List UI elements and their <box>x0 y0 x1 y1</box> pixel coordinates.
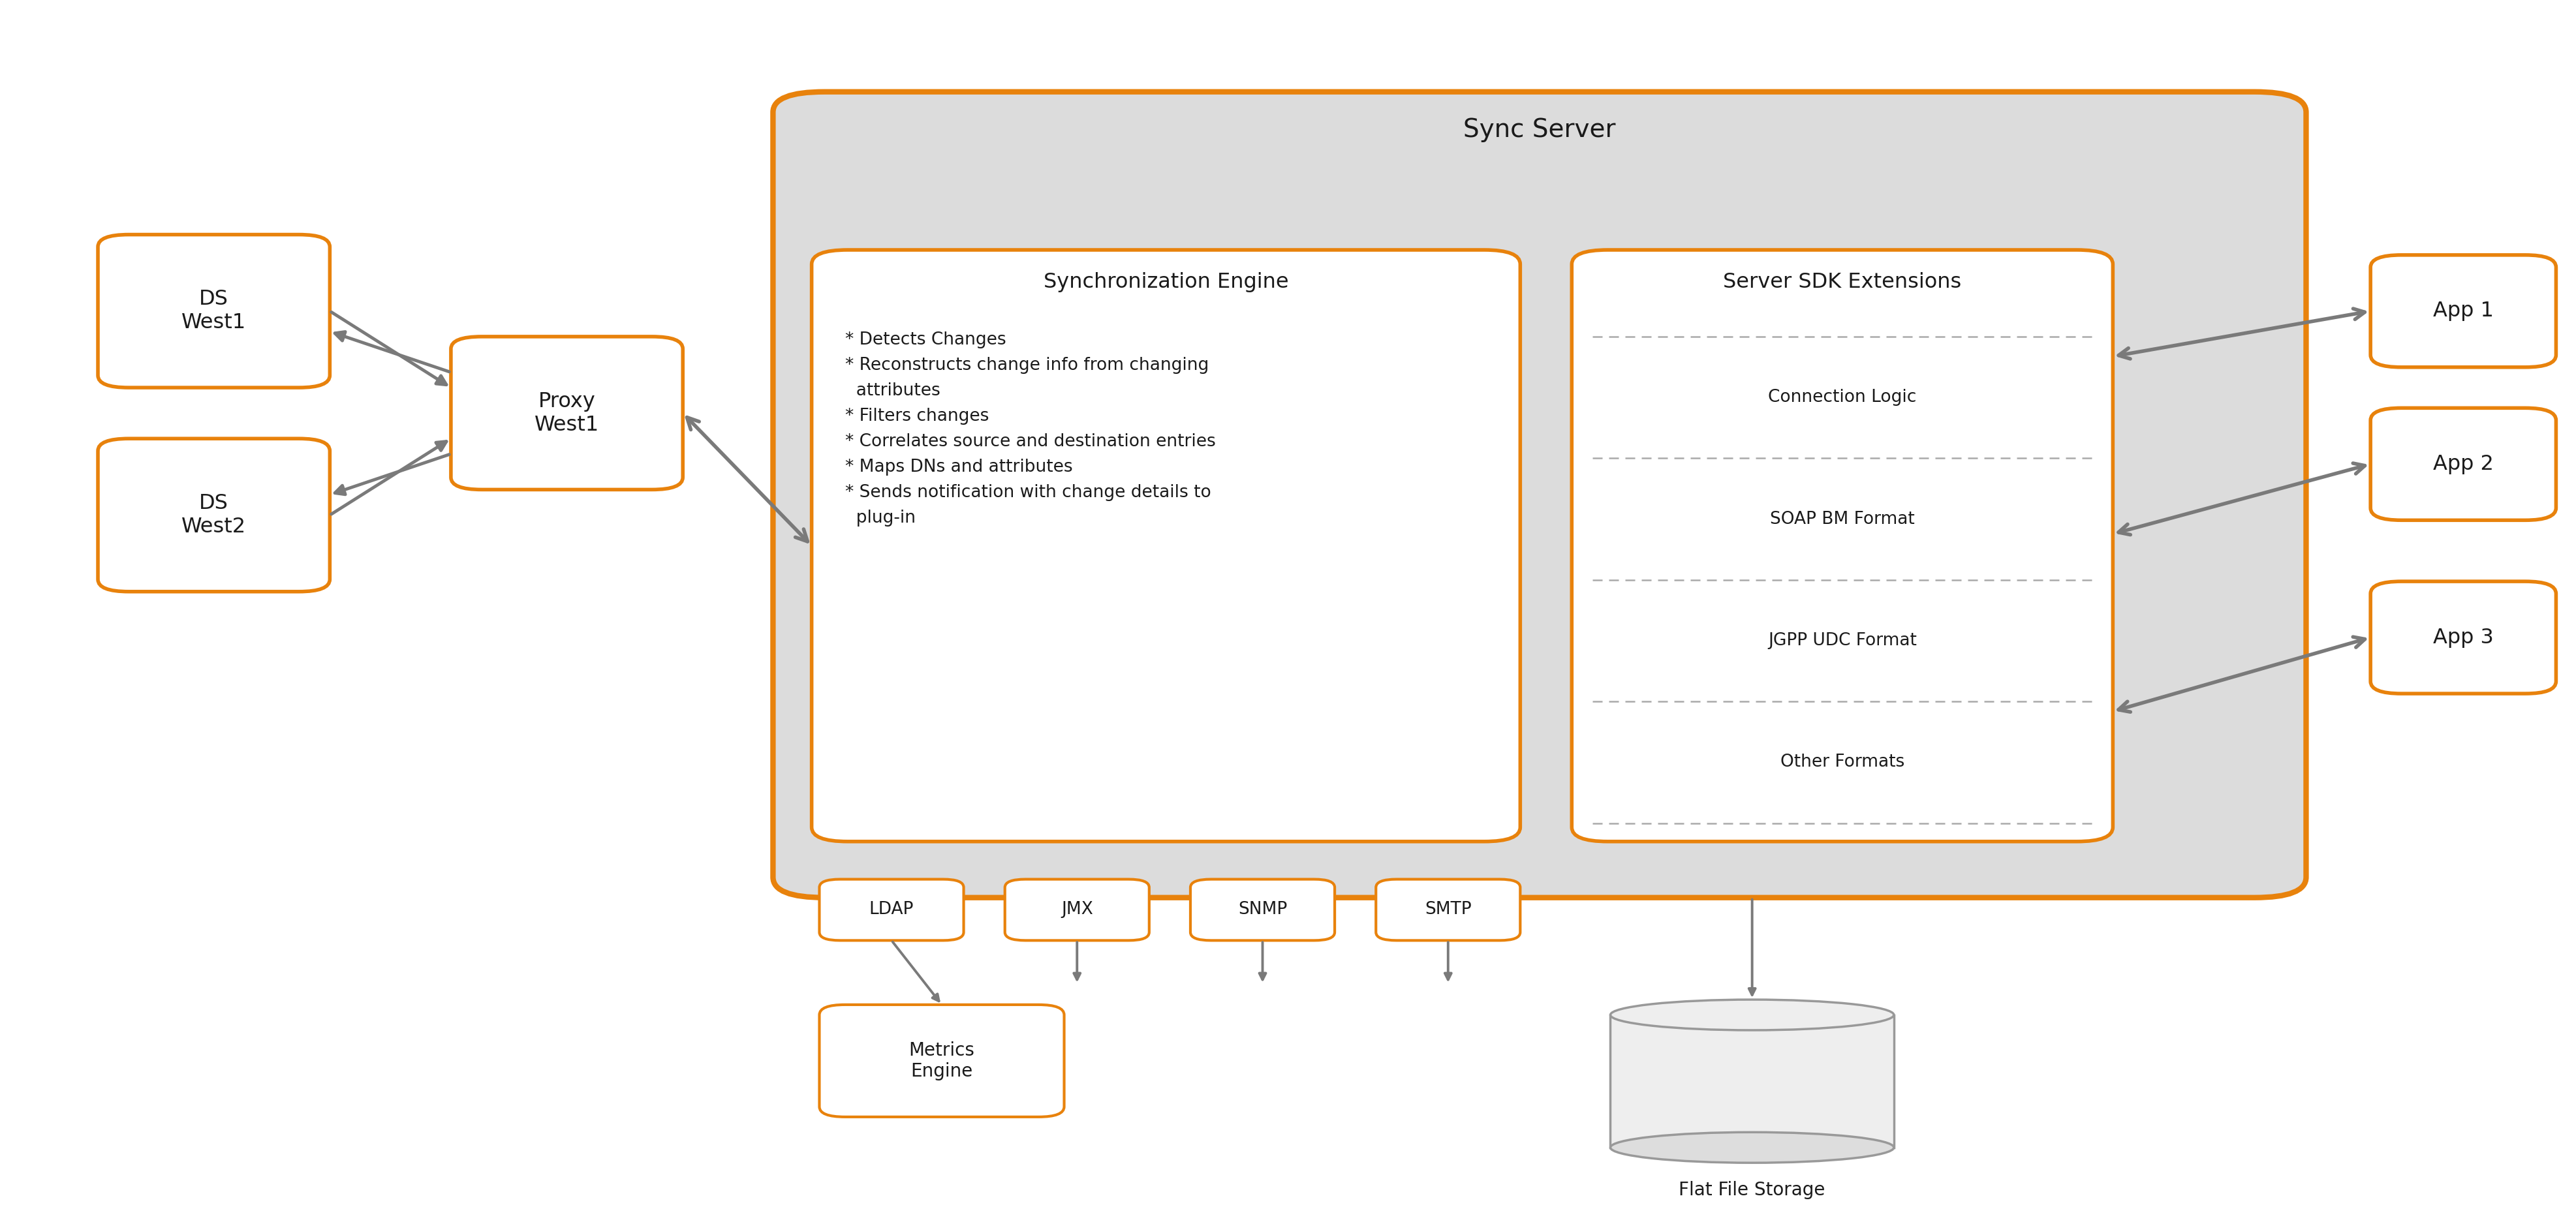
FancyBboxPatch shape <box>1571 250 2112 842</box>
FancyBboxPatch shape <box>2370 255 2555 367</box>
Bar <box>1610 1015 1893 1148</box>
Text: Connection Logic: Connection Logic <box>1767 389 1917 406</box>
Text: DS
West2: DS West2 <box>180 493 247 537</box>
FancyBboxPatch shape <box>819 1005 1064 1116</box>
FancyBboxPatch shape <box>2370 408 2555 520</box>
Text: SOAP BM Format: SOAP BM Format <box>1770 510 1914 528</box>
FancyBboxPatch shape <box>98 438 330 591</box>
Text: JMX: JMX <box>1061 901 1092 918</box>
Text: App 1: App 1 <box>2432 301 2494 321</box>
Text: Flat File Storage: Flat File Storage <box>1680 1181 1824 1200</box>
Text: App 3: App 3 <box>2432 628 2494 647</box>
Ellipse shape <box>1610 1132 1893 1163</box>
Text: App 2: App 2 <box>2432 454 2494 474</box>
FancyBboxPatch shape <box>1005 879 1149 940</box>
FancyBboxPatch shape <box>98 235 330 388</box>
Text: Other Formats: Other Formats <box>1780 754 1904 771</box>
FancyBboxPatch shape <box>1190 879 1334 940</box>
Text: Proxy
West1: Proxy West1 <box>533 392 600 435</box>
Text: Synchronization Engine: Synchronization Engine <box>1043 273 1288 293</box>
Text: Sync Server: Sync Server <box>1463 118 1615 142</box>
Text: Server SDK Extensions: Server SDK Extensions <box>1723 273 1960 293</box>
Text: SNMP: SNMP <box>1236 901 1288 918</box>
Text: JGPP UDC Format: JGPP UDC Format <box>1767 633 1917 649</box>
Ellipse shape <box>1610 1000 1893 1031</box>
FancyBboxPatch shape <box>819 879 963 940</box>
Text: SMTP: SMTP <box>1425 901 1471 918</box>
FancyBboxPatch shape <box>2370 581 2555 694</box>
Text: * Detects Changes
* Reconstructs change info from changing
  attributes
* Filter: * Detects Changes * Reconstructs change … <box>845 332 1216 526</box>
FancyBboxPatch shape <box>811 250 1520 842</box>
Text: LDAP: LDAP <box>868 901 914 918</box>
FancyBboxPatch shape <box>1376 879 1520 940</box>
FancyBboxPatch shape <box>451 337 683 490</box>
Text: DS
West1: DS West1 <box>180 289 247 333</box>
Text: Metrics
Engine: Metrics Engine <box>909 1042 974 1081</box>
FancyBboxPatch shape <box>773 92 2306 897</box>
